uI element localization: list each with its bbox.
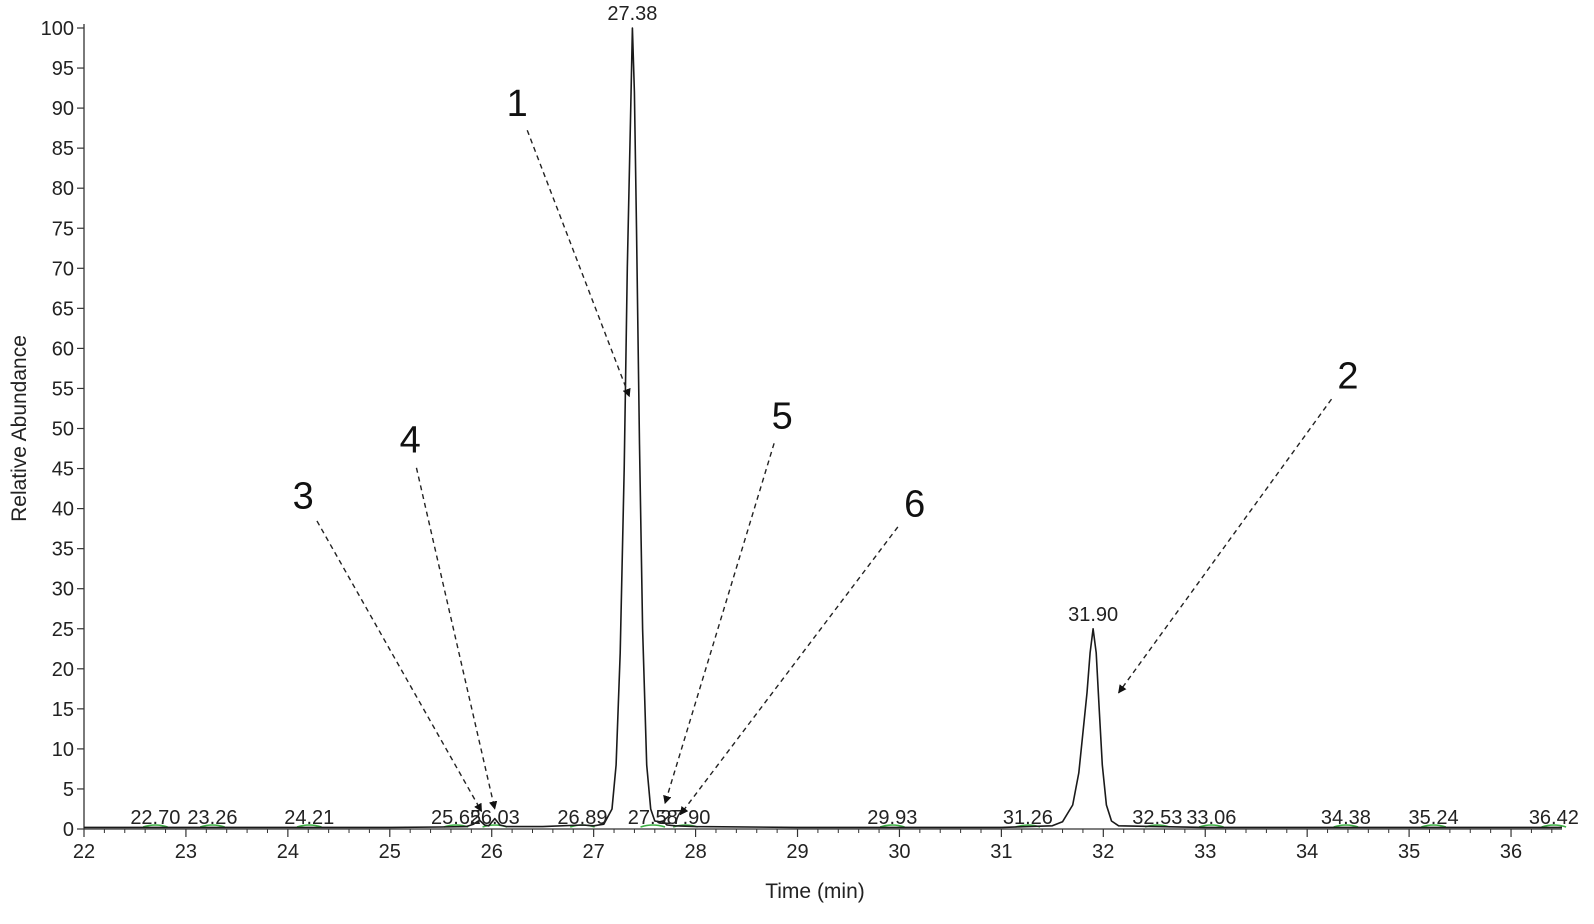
- y-tick-label: 40: [52, 499, 74, 521]
- callout-arrow-5: [663, 443, 775, 805]
- peak-label: 26.03: [470, 807, 520, 829]
- series-layer: [84, 27, 1562, 829]
- callout-arrow-1: [526, 130, 631, 398]
- x-tick-label: 33: [1194, 841, 1216, 863]
- baseline-mark: [879, 824, 905, 828]
- y-tick-label: 80: [52, 178, 74, 200]
- baseline-mark: [296, 824, 322, 828]
- peak-label: 36.42: [1529, 807, 1579, 829]
- annotation-layer: 1 2 3 4 5 6: [293, 83, 1359, 816]
- y-tick-label: 30: [52, 579, 74, 601]
- peak-label: 29.93: [867, 807, 917, 829]
- y-tick-label: 100: [41, 18, 74, 40]
- baseline-mark: [142, 824, 168, 828]
- y-tick-label: 10: [52, 739, 74, 761]
- callout-label-4: 4: [400, 420, 421, 462]
- x-tick-label: 27: [583, 841, 605, 863]
- y-tick-label: 70: [52, 258, 74, 280]
- chromatogram-trace: [84, 27, 1562, 829]
- callout-label-1: 1: [507, 83, 528, 125]
- y-tick-label: 5: [63, 779, 74, 801]
- y-tick-label: 35: [52, 539, 74, 561]
- callout-arrow-4: [415, 467, 498, 810]
- x-tick-label: 35: [1398, 841, 1420, 863]
- y-tick-label: 45: [52, 459, 74, 481]
- peak-label: 31.26: [1003, 807, 1053, 829]
- peak-label: 32.53: [1132, 807, 1182, 829]
- callout-label-5: 5: [772, 396, 793, 438]
- peak-label: 22.70: [130, 807, 180, 829]
- x-tick-label: 31: [990, 841, 1012, 863]
- x-tick-label: 32: [1092, 841, 1114, 863]
- peak-label: 33.06: [1186, 807, 1236, 829]
- y-tick-label: 20: [52, 659, 74, 681]
- y-tick-label: 25: [52, 619, 74, 641]
- y-tick-label: 60: [52, 338, 74, 360]
- x-tick-label: 30: [888, 841, 910, 863]
- peak-label: 26.89: [557, 807, 607, 829]
- y-tick-label: 85: [52, 138, 74, 160]
- baseline-mark: [199, 824, 225, 828]
- callout-label-2: 2: [1337, 355, 1358, 397]
- peak-label: 27.58: [628, 807, 678, 829]
- callout-arrow-2: [1118, 398, 1333, 694]
- x-tick-label: 23: [175, 841, 197, 863]
- y-tick-label: 90: [52, 98, 74, 120]
- y-tick-label: 65: [52, 298, 74, 320]
- callout-label-3: 3: [293, 476, 314, 518]
- baseline-mark: [1541, 824, 1567, 828]
- peak-label: 25.65: [431, 807, 481, 829]
- y-axis-title: Relative Abundance: [8, 335, 31, 522]
- x-tick-label: 26: [481, 841, 503, 863]
- x-axis-title: Time (min): [765, 880, 865, 903]
- x-tick-label: 25: [379, 841, 401, 863]
- peak-label: 35.24: [1409, 807, 1459, 829]
- x-tick-label: 24: [277, 841, 299, 863]
- peak-label: 31.90: [1068, 604, 1118, 626]
- y-tick-label: 55: [52, 378, 74, 400]
- peak-label: 23.26: [187, 807, 237, 829]
- peak-label: 34.38: [1321, 807, 1371, 829]
- x-tick-label: 36: [1500, 841, 1522, 863]
- x-tick-label: 22: [73, 841, 95, 863]
- callout-label-6: 6: [904, 484, 925, 526]
- baseline-mark: [1421, 824, 1447, 828]
- x-tick-label: 28: [684, 841, 706, 863]
- baseline-mark: [640, 824, 666, 828]
- baseline-mark: [1333, 824, 1359, 828]
- y-tick-label: 95: [52, 58, 74, 80]
- peak-label: 27.90: [660, 807, 710, 829]
- y-tick-label: 50: [52, 419, 74, 441]
- peak-label: 27.38: [607, 3, 657, 25]
- x-tick-label: 29: [786, 841, 808, 863]
- y-tick-label: 15: [52, 699, 74, 721]
- callout-arrow-3: [316, 520, 483, 813]
- callout-arrow-6: [679, 526, 899, 816]
- baseline-mark: [1198, 824, 1224, 828]
- axes-layer: 0510152025303540455055606570758085909510…: [41, 18, 1562, 863]
- y-tick-label: 0: [63, 819, 74, 841]
- x-tick-label: 34: [1296, 841, 1318, 863]
- peak-label: 24.21: [284, 807, 334, 829]
- y-tick-label: 75: [52, 218, 74, 240]
